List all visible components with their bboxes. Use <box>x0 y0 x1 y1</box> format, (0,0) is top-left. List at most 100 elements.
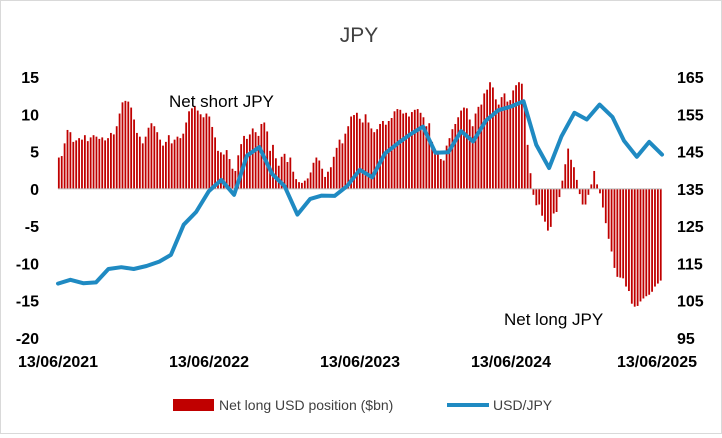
x-tick-label: 13/06/2023 <box>320 354 400 371</box>
bar <box>63 143 66 189</box>
bar <box>231 168 234 189</box>
left-tick-label: -10 <box>16 256 39 273</box>
bar <box>616 188 619 277</box>
bar <box>341 143 344 189</box>
bar <box>489 82 491 189</box>
bar <box>622 188 625 279</box>
bar <box>419 112 422 189</box>
bar <box>471 126 474 189</box>
right-tick-label: 95 <box>677 331 695 348</box>
bar <box>410 112 413 189</box>
bar <box>573 167 575 189</box>
bar <box>167 135 170 189</box>
bar <box>124 100 127 189</box>
bar <box>89 137 92 189</box>
bar <box>353 115 355 189</box>
bar <box>295 179 298 189</box>
bar <box>599 188 601 194</box>
bar <box>303 180 306 189</box>
bar <box>335 147 338 189</box>
bar <box>549 188 552 227</box>
bar <box>590 184 593 189</box>
bar <box>610 188 613 252</box>
bar <box>138 136 141 189</box>
bar <box>477 106 480 189</box>
bar <box>144 136 147 189</box>
bar <box>222 154 225 189</box>
bar <box>228 159 231 189</box>
bar <box>396 109 399 189</box>
bar <box>272 144 274 189</box>
bar <box>159 139 162 189</box>
bar <box>379 123 381 189</box>
bar <box>309 172 312 189</box>
bar <box>494 99 497 189</box>
bar <box>367 122 370 189</box>
bar <box>416 109 419 189</box>
bar <box>219 152 222 189</box>
bar <box>651 188 653 292</box>
bar <box>515 85 517 189</box>
legend: Net long USD position ($bn) USD/JPY <box>173 397 553 413</box>
x-tick-label: 13/06/2025 <box>617 354 697 371</box>
bar <box>526 144 529 189</box>
bar <box>104 140 107 189</box>
bar <box>604 188 607 224</box>
bar <box>147 127 150 189</box>
bar <box>506 101 509 189</box>
bar <box>399 109 402 189</box>
bar <box>214 137 216 189</box>
left-tick-label: -20 <box>16 331 39 348</box>
bar <box>92 135 95 189</box>
bar <box>95 136 98 189</box>
bar <box>523 106 526 189</box>
bar <box>211 126 214 189</box>
bar <box>408 116 410 189</box>
bar <box>460 110 462 189</box>
bar <box>529 173 532 189</box>
bar <box>127 101 130 189</box>
bar <box>558 188 561 198</box>
bar <box>358 118 361 189</box>
bar <box>237 155 240 189</box>
bar <box>439 159 442 189</box>
x-tick-label: 13/06/2022 <box>169 354 249 371</box>
annotation-net-short: Net short JPY <box>169 92 274 111</box>
right-tick-label: 125 <box>677 219 704 236</box>
right-axis: 95 105 115 125 135 145 155 165 <box>677 70 704 348</box>
bar <box>254 132 257 189</box>
bar <box>654 188 656 287</box>
bar <box>376 129 379 189</box>
bar <box>518 82 520 189</box>
bar <box>413 109 416 189</box>
bar <box>301 182 303 189</box>
bar <box>57 157 60 189</box>
bar <box>136 132 138 189</box>
bar <box>405 112 407 189</box>
bar <box>156 132 159 189</box>
left-tick-label: -15 <box>16 294 39 311</box>
bar <box>642 188 645 299</box>
bar <box>329 167 332 189</box>
x-tick-label: 13/06/2021 <box>18 354 98 371</box>
bar <box>217 150 219 189</box>
bar <box>162 145 164 189</box>
bar <box>486 89 489 189</box>
bar <box>425 126 428 189</box>
bar <box>112 134 115 189</box>
bar <box>492 87 494 189</box>
bar <box>321 168 324 189</box>
bar <box>234 170 237 189</box>
bar <box>636 188 639 306</box>
bar <box>107 138 109 189</box>
bar <box>173 139 176 189</box>
bar <box>555 188 558 212</box>
x-tick-label: 13/06/2024 <box>471 354 551 371</box>
bar <box>387 121 390 189</box>
bar <box>121 102 124 189</box>
right-tick-label: 115 <box>677 256 703 273</box>
right-tick-label: 155 <box>677 107 704 124</box>
bar <box>283 153 286 189</box>
